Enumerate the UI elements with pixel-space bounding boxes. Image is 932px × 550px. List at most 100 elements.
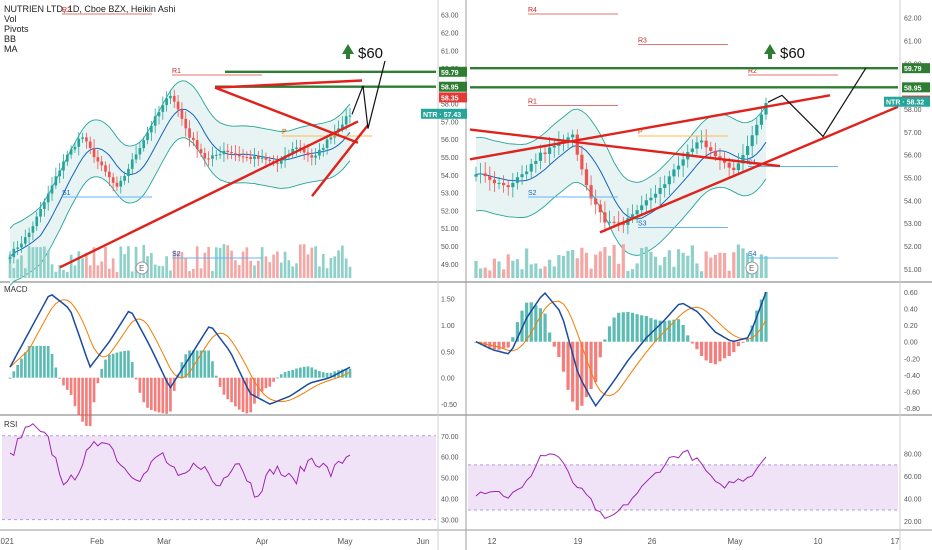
rsi-tick-label: 30.00 xyxy=(441,518,459,525)
macd-histogram-bar xyxy=(50,353,54,378)
macd-histogram-bar xyxy=(85,377,88,426)
price-tag-box xyxy=(902,63,930,74)
volume-bar xyxy=(65,271,69,278)
volume-bar xyxy=(732,252,736,278)
volume-bar xyxy=(344,258,348,278)
macd-histogram-bar xyxy=(580,341,584,406)
macd-histogram-bar xyxy=(764,291,768,342)
volume-bar xyxy=(511,260,515,278)
price-tick-label: 56.00 xyxy=(441,137,459,144)
indicator-pivots[interactable]: Pivots xyxy=(4,24,29,34)
volume-bar xyxy=(226,245,230,278)
candle-body xyxy=(211,155,214,159)
macd-histogram-bar xyxy=(759,299,764,342)
trendline-resistance xyxy=(469,128,781,168)
price-tag-label: NTR · 58.32 xyxy=(886,100,924,107)
candle-body xyxy=(85,137,88,142)
price-tag-box xyxy=(421,108,467,119)
time-tick-label: 26 xyxy=(648,537,657,546)
price-tick-label: 55.00 xyxy=(904,176,922,183)
volume-bar xyxy=(348,266,352,278)
volume-bar xyxy=(306,254,310,278)
macd-histogram-bar xyxy=(96,377,100,384)
candle-body xyxy=(506,185,510,188)
price-tick-label: 55.00 xyxy=(441,155,459,162)
macd-histogram-bar xyxy=(594,341,598,383)
volume-bar xyxy=(58,265,61,278)
volume-bar xyxy=(85,252,88,278)
candle-body xyxy=(230,152,233,154)
volume-bar xyxy=(16,259,19,278)
pivot-label: P xyxy=(638,129,643,136)
indicator-ma[interactable]: MA xyxy=(4,44,18,54)
rsi-pane-label: RSI xyxy=(4,420,18,429)
time-tick-label: Feb xyxy=(90,537,104,546)
volume-bar xyxy=(497,261,501,278)
candle-body xyxy=(134,154,138,160)
price-tick-label: 51.00 xyxy=(441,226,459,233)
macd-histogram-bar xyxy=(329,372,333,378)
candle-body xyxy=(249,156,253,159)
volume-bar xyxy=(310,247,314,278)
volume-bar xyxy=(256,260,260,278)
macd-histogram-bar xyxy=(529,302,533,342)
pivot-label: S4 xyxy=(748,251,757,258)
volume-bar xyxy=(681,252,685,278)
volume-bar xyxy=(176,252,180,278)
candle-body xyxy=(192,137,195,141)
price-tick-label: 52.00 xyxy=(441,208,459,215)
macd-histogram-bar xyxy=(203,350,207,378)
candle-body xyxy=(607,221,612,223)
macd-histogram-bar xyxy=(515,322,520,342)
pivot-label: R3 xyxy=(638,38,647,45)
volume-bar xyxy=(607,255,612,278)
candle-body xyxy=(214,154,218,156)
macd-histogram-bar xyxy=(184,354,188,378)
volume-bar xyxy=(534,263,538,278)
volume-bar xyxy=(283,251,287,278)
candle-body xyxy=(23,237,27,244)
pivot-label: R1 xyxy=(528,99,537,106)
macd-histogram-bar xyxy=(571,341,575,402)
price-tag-box xyxy=(439,92,467,103)
macd-tick-label: 0.00 xyxy=(441,376,455,383)
candle-body xyxy=(161,105,165,112)
candle-body xyxy=(54,176,58,186)
macd-histogram-bar xyxy=(283,372,287,378)
candle-body xyxy=(483,173,487,177)
volume-bar xyxy=(35,247,39,278)
candle-body xyxy=(203,153,207,159)
candle-body xyxy=(150,125,153,133)
candle-body xyxy=(492,179,497,184)
pivot-label: R2 xyxy=(62,7,71,14)
candle-body xyxy=(123,175,126,181)
volume-bar xyxy=(119,246,123,278)
candle-body xyxy=(497,182,501,184)
volume-bar xyxy=(525,248,529,278)
macd-histogram-bar xyxy=(552,341,556,347)
candle-body xyxy=(146,132,149,141)
candle-body xyxy=(318,149,321,156)
indicator-bb[interactable]: BB xyxy=(4,34,17,44)
macd-histogram-bar xyxy=(306,366,310,378)
candle-body xyxy=(119,180,123,187)
candle-body xyxy=(538,152,543,161)
symbol-header[interactable]: NUTRIEN LTD, 1D, Cboe BZX, Heikin Ashi xyxy=(4,4,176,14)
macd-histogram-bar xyxy=(497,341,501,350)
candle-body xyxy=(543,152,547,155)
candle-body xyxy=(575,134,579,155)
price-tag: 58.95 xyxy=(902,82,930,93)
candle-body xyxy=(617,222,621,224)
candle-body xyxy=(77,138,81,147)
volume-bar xyxy=(199,268,203,278)
candle-body xyxy=(722,159,727,163)
candle-body xyxy=(672,169,676,177)
bollinger-band-fill xyxy=(10,80,350,286)
indicator-vol[interactable]: Vol xyxy=(4,14,17,24)
candle-body xyxy=(165,98,168,106)
rsi-line xyxy=(9,423,351,498)
macd-histogram-bar xyxy=(157,377,161,413)
volume-bar xyxy=(279,262,283,278)
candle-body xyxy=(594,198,598,205)
